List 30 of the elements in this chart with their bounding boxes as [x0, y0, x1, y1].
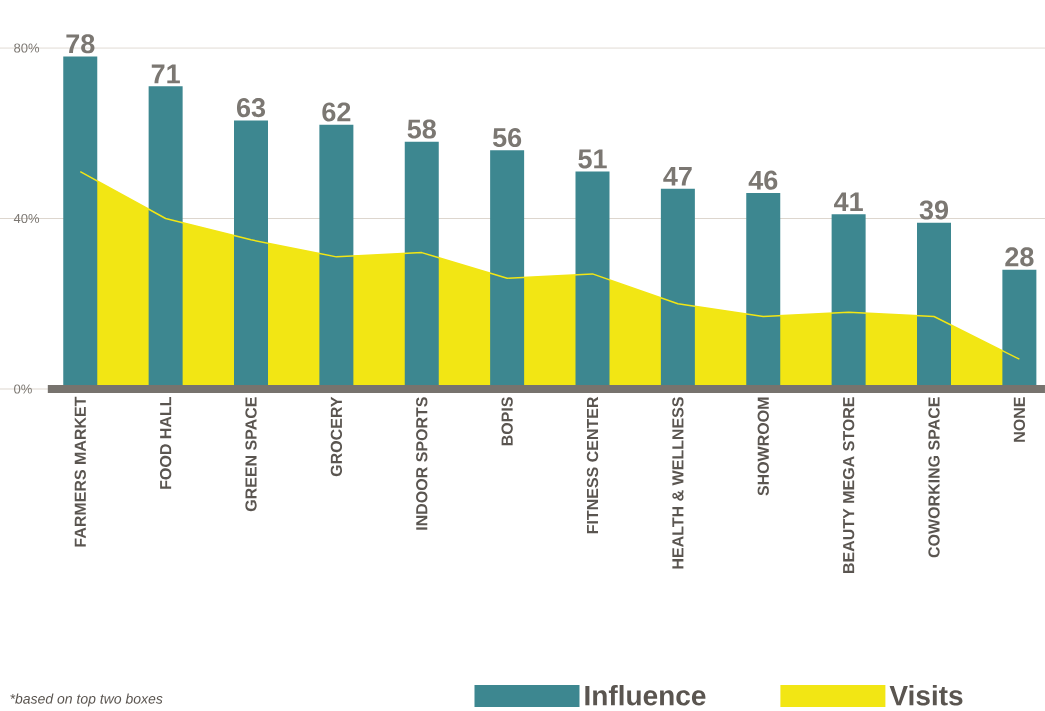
x-tick-label: BEAUTY MEGA STORE: [842, 397, 855, 573]
data-label: 46: [748, 170, 778, 190]
y-tick-label: 0%: [14, 384, 32, 394]
text: *based on top two boxes: [10, 693, 163, 707]
data-label: 56: [492, 127, 522, 148]
data-label: 71: [151, 64, 180, 84]
data-label: 39: [919, 200, 949, 220]
x-tick-label: COWORKING SPACE: [928, 397, 940, 558]
data-label: 63: [236, 98, 266, 118]
x-tick-label: SHOWROOM: [757, 397, 769, 496]
data-label: 47: [663, 166, 692, 186]
x-tick-label: FOOD HALL: [159, 397, 172, 489]
data-label: 51: [578, 149, 607, 169]
x-tick-label: FARMERS MARKET: [74, 396, 86, 547]
x-tick-label: INDOOR SPORTS: [416, 397, 428, 530]
x-tick-label: GREEN SPACE: [245, 397, 257, 512]
legend-label: Influence: [585, 685, 706, 706]
legend-label: Visits: [889, 685, 963, 706]
y-tick-label: 80%: [14, 43, 40, 53]
data-label: 78: [66, 34, 95, 54]
data-label: 28: [1005, 247, 1034, 267]
x-tick-label: NONE: [1013, 397, 1026, 442]
y-tick-label: 40%: [13, 213, 40, 224]
data-label: 58: [407, 119, 436, 139]
x-tick-label: GROCERY: [330, 396, 343, 477]
x-tick-label: BOPIS: [501, 397, 513, 446]
data-label: 62: [322, 102, 351, 122]
x-tick-label: FITNESS CENTER: [586, 396, 599, 534]
x-tick-label: HEALTH & WELLNESS: [672, 397, 684, 569]
data-label: 41: [834, 192, 863, 212]
